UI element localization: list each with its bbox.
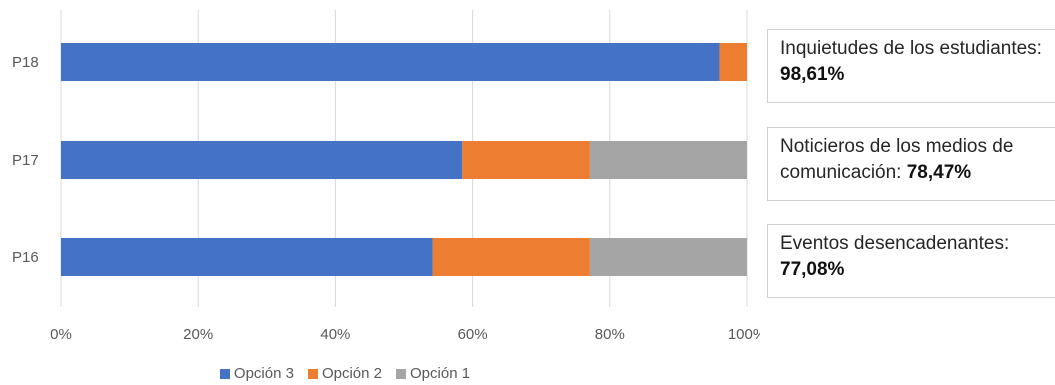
- annotation-p17: Noticieros de los medios de comunicación…: [767, 127, 1055, 201]
- bar-p16-opci-n-1: [589, 238, 747, 276]
- annotation-p17-value: 78,47%: [906, 162, 972, 183]
- x-tick-label: 80%: [595, 326, 625, 343]
- y-tick-label: P16: [12, 249, 39, 266]
- annotation-p17-text: Noticieros de los medios de comunicación…: [780, 136, 1014, 183]
- legend-swatch-opcion-2: [307, 368, 318, 379]
- y-tick-label: P18: [12, 54, 39, 71]
- bar-p17-opci-n-3: [61, 141, 463, 179]
- annotation-p16-value: 77,08%: [780, 259, 845, 280]
- legend-item-opcion-2: Opción 2: [307, 365, 383, 382]
- legend-swatch-opcion-1: [396, 368, 407, 379]
- bar-p18-opci-n-2: [719, 43, 747, 81]
- bar-p16-opci-n-2: [432, 238, 590, 276]
- legend-label-opcion-2: Opción 2: [321, 365, 383, 382]
- legend-swatch-opcion-3: [219, 368, 230, 379]
- bar-p16-opci-n-3: [61, 238, 433, 276]
- bar-p17-opci-n-2: [462, 141, 590, 179]
- legend-item-opcion-3: Opción 3: [219, 365, 294, 382]
- bar-p17-opci-n-1: [589, 141, 747, 179]
- x-tick-label: 40%: [320, 326, 350, 343]
- x-tick-label: 100%: [728, 326, 760, 343]
- legend-label-opcion-3: Opción 3: [233, 365, 294, 382]
- annotation-p18: Inquietudes de los estudiantes: 98,61%: [767, 29, 1055, 103]
- annotation-p16: Eventos desencadenantes: 77,08%: [767, 224, 1055, 298]
- annotation-p16-text: Eventos desencadenantes:: [780, 233, 1010, 254]
- legend-label-opcion-1: Opción 1: [410, 365, 471, 382]
- annotation-p18-text: Inquietudes de los estudiantes:: [780, 38, 1042, 59]
- x-tick-label: 60%: [458, 326, 488, 343]
- chart-legend: Opción 3 Opción 2 Opción 1: [0, 365, 690, 382]
- stacked-bar-chart: 0% 20% 40% 60% 80% 100% P18 P17 P16: [12, 10, 760, 343]
- x-tick-label: 0%: [50, 326, 72, 343]
- x-tick-label: 20%: [183, 326, 213, 343]
- legend-item-opcion-1: Opción 1: [396, 365, 470, 382]
- bar-p18-opci-n-3: [61, 43, 720, 81]
- annotation-p18-value: 98,61%: [780, 64, 845, 85]
- y-tick-label: P17: [12, 152, 39, 169]
